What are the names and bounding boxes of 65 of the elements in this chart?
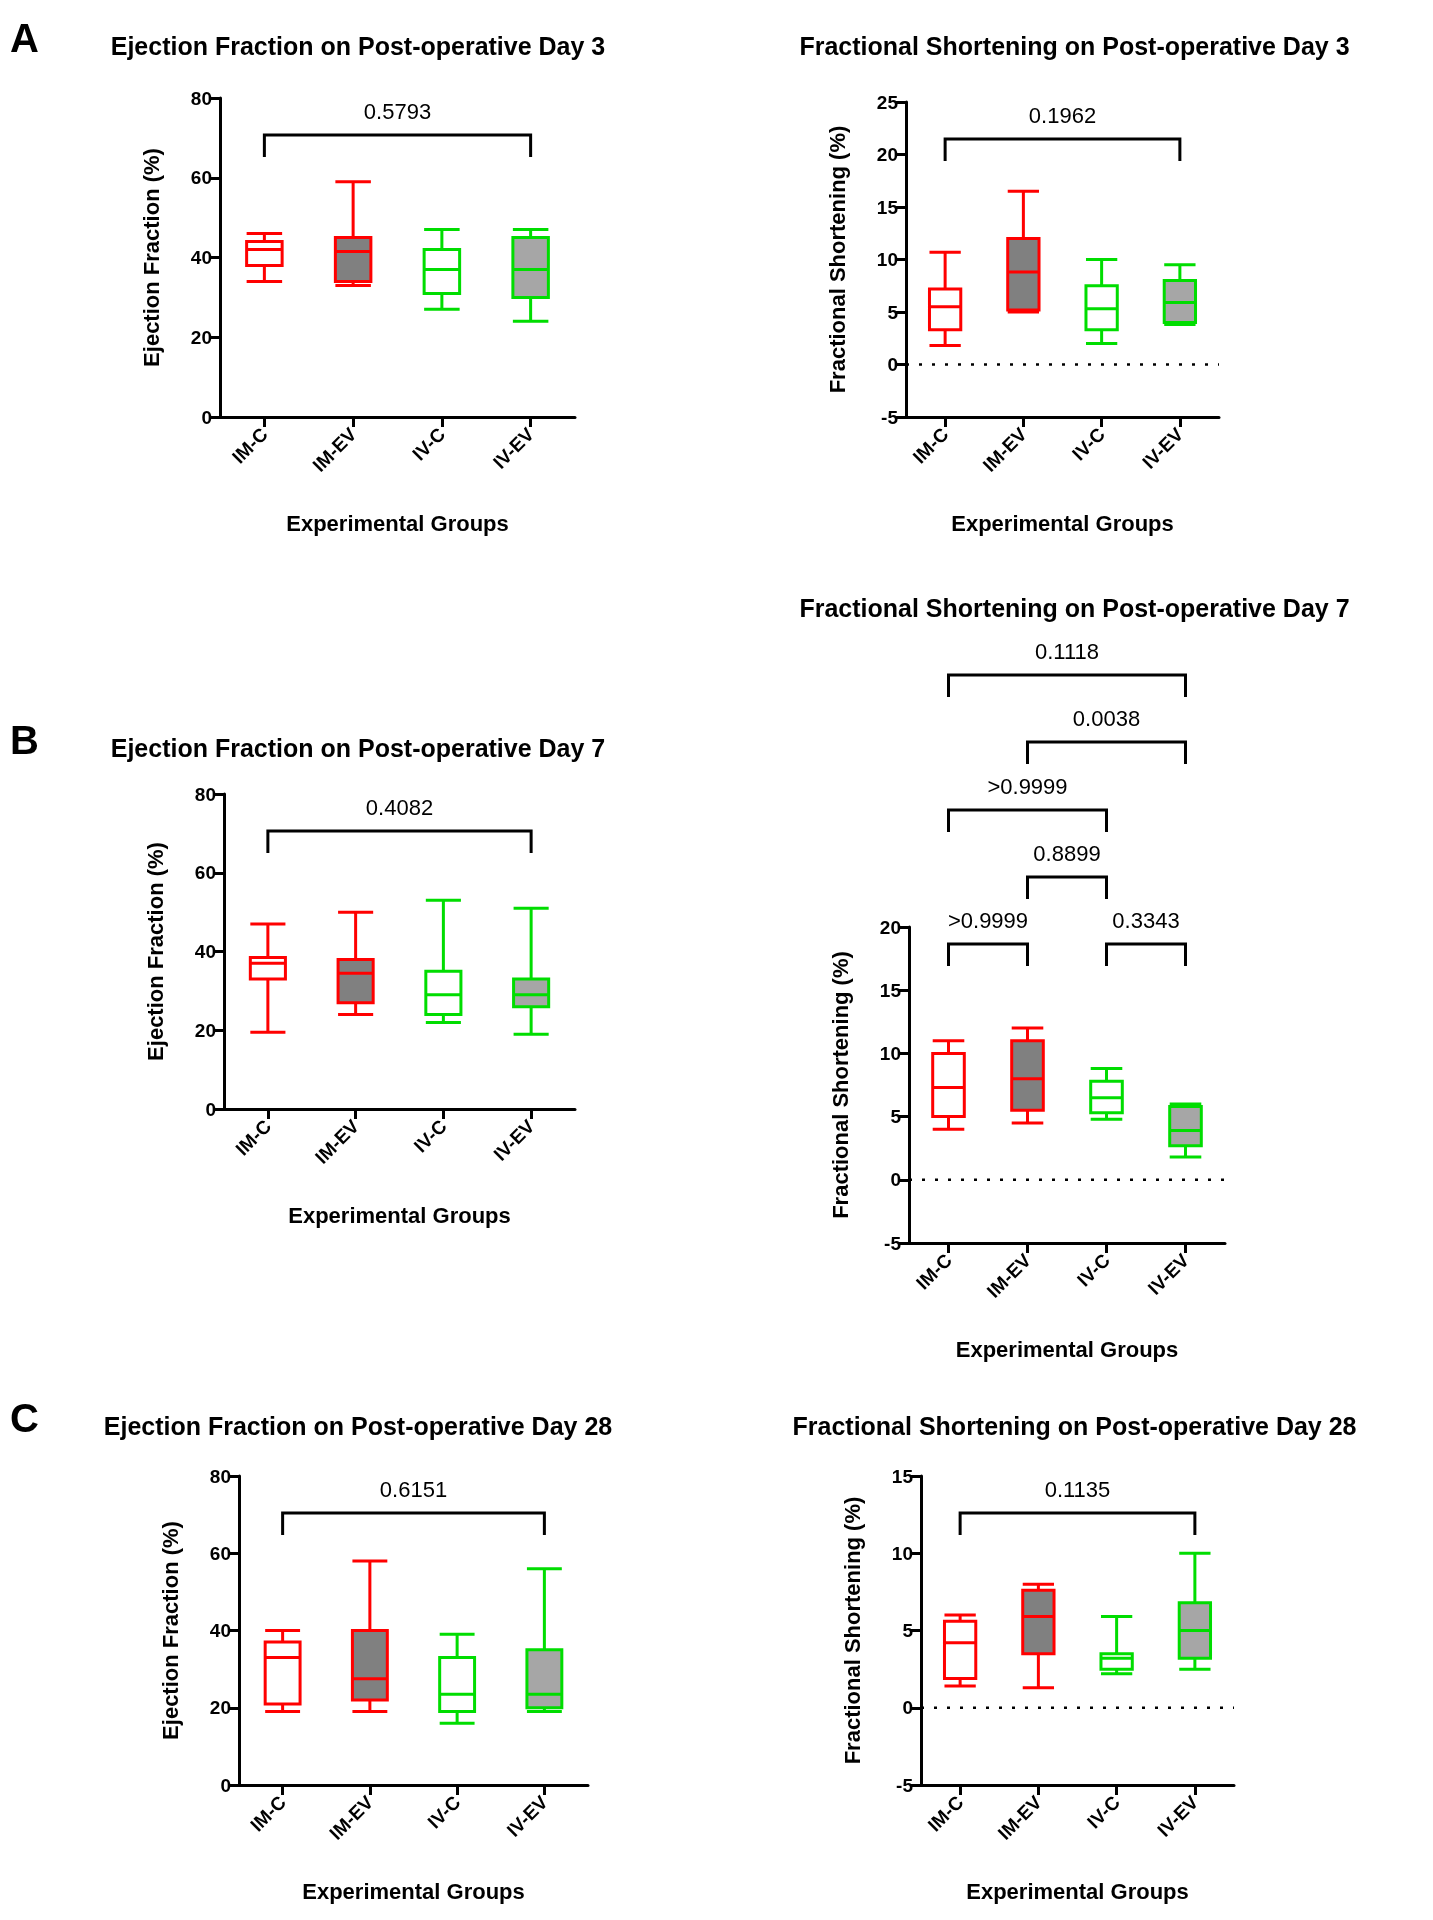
- x-axis-title: Experimental Groups: [966, 1878, 1189, 1904]
- y-tick-label: 5: [902, 1620, 914, 1641]
- y-tick-label: 0: [201, 406, 212, 428]
- annotation: 0.3343: [1112, 907, 1180, 933]
- x-axis-title: Experimental Groups: [955, 1336, 1179, 1362]
- y-tick-label: 40: [209, 1620, 231, 1641]
- y-tick-label: 20: [879, 916, 901, 938]
- y-tick-label: 10: [876, 249, 898, 270]
- text: 0.1118: [1034, 638, 1100, 664]
- y-axis-title: Ejection Fraction (%): [138, 148, 164, 367]
- y-tick-label: 20: [209, 1697, 231, 1719]
- y-tick-label: 20: [190, 326, 212, 348]
- y-tick-label: 5: [887, 301, 899, 323]
- text: B: [10, 718, 39, 762]
- chart-title: Fractional Shortening on Post-operative Day 7: [799, 593, 1350, 622]
- y-tick-label: 5: [890, 1106, 902, 1128]
- y-tick-label: 15: [891, 1465, 914, 1487]
- y-axis-title: Ejection Fraction (%): [142, 842, 168, 1061]
- chart-title: Ejection Fraction on Post-operative Day 28: [103, 1411, 613, 1440]
- chart-title: Fractional Shortening on Post-operative Day 3: [799, 31, 1350, 60]
- annotation: 0.4082: [365, 794, 434, 820]
- x-axis-title: Experimental Groups: [288, 1202, 511, 1228]
- text: 0.0038: [1072, 705, 1141, 731]
- text: C: [10, 1396, 39, 1440]
- y-tick-label: 60: [190, 167, 212, 189]
- x-axis-title: Experimental Groups: [286, 510, 509, 536]
- annotation: 0.6151: [379, 1476, 448, 1502]
- x-axis-title: Experimental Groups: [302, 1878, 525, 1904]
- y-tick-label: 15: [879, 979, 902, 1001]
- y-tick-label: 0: [220, 1774, 231, 1796]
- y-tick-label: 60: [209, 1542, 231, 1564]
- annotation: 0.5793: [363, 98, 432, 124]
- text: 0.8899: [1033, 840, 1101, 866]
- text: >0.9999: [987, 773, 1068, 799]
- y-tick-label: 10: [879, 1042, 901, 1064]
- y-tick-label: 60: [194, 862, 216, 884]
- y-axis-title: Ejection Fraction (%): [157, 1521, 183, 1740]
- y-tick-label: 10: [891, 1542, 913, 1564]
- y-tick-label: 80: [190, 87, 212, 109]
- y-tick-label: -5: [884, 1232, 902, 1254]
- y-tick-label: 0: [205, 1098, 216, 1120]
- annotation: 0.1135: [1044, 1476, 1111, 1502]
- y-tick-label: 80: [209, 1465, 231, 1487]
- x-axis-title: Experimental Groups: [951, 510, 1174, 536]
- y-tick-label: 15: [876, 196, 899, 218]
- y-axis-title: Fractional Shortening (%): [824, 125, 850, 394]
- chart-title: Fractional Shortening on Post-operative Day 28: [792, 1411, 1357, 1440]
- y-axis-title: Fractional Shortening (%): [839, 1496, 865, 1765]
- y-tick-label: 40: [190, 247, 212, 268]
- y-tick-label: 20: [876, 144, 898, 165]
- y-tick-label: 0: [887, 354, 898, 375]
- chart-title: Ejection Fraction on Post-operative Day 7: [110, 733, 606, 762]
- y-axis-title: Fractional Shortening (%): [827, 951, 853, 1219]
- y-tick-label: 0: [890, 1169, 901, 1191]
- y-tick-label: 20: [194, 1019, 216, 1041]
- annotation: 0.1962: [1028, 102, 1097, 128]
- chart-title: Ejection Fraction on Post-operative Day 3: [110, 31, 606, 60]
- annotation: >0.9999: [947, 907, 1029, 933]
- text: A: [10, 16, 39, 60]
- y-tick-label: 40: [194, 941, 216, 962]
- y-tick-label: 80: [194, 783, 216, 805]
- y-tick-label: 25: [876, 91, 899, 113]
- y-tick-label: -5: [896, 1774, 914, 1796]
- y-tick-label: 0: [902, 1697, 913, 1719]
- y-tick-label: -5: [881, 406, 899, 428]
